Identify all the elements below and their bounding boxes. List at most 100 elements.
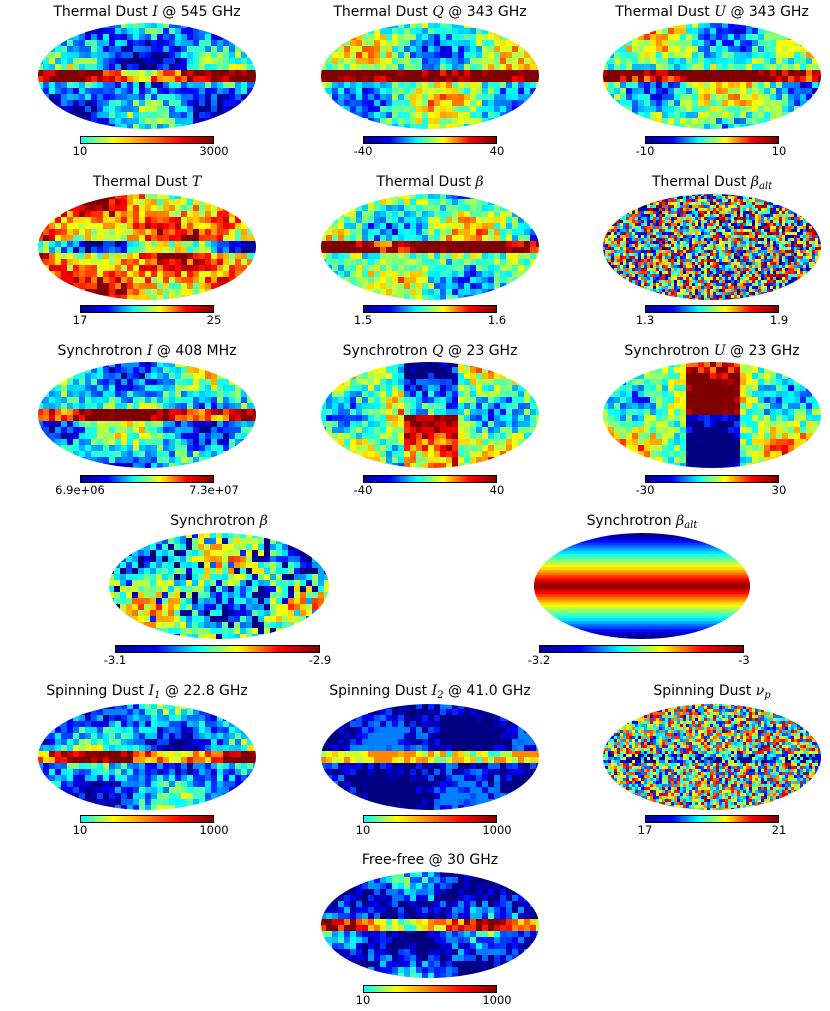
panel-title: Synchrotron U @ 23 GHz [562, 343, 830, 359]
colorbar [363, 985, 497, 993]
colorbar [363, 305, 497, 313]
colorbar-max-label: 30 [771, 483, 787, 497]
colorbar-max-label: 40 [489, 483, 505, 497]
colorbar [539, 645, 744, 653]
title-frequency: @ 23 GHz [443, 343, 518, 359]
title-subscript: alt [684, 520, 698, 531]
colorbar-max-label: 1000 [482, 993, 512, 1007]
colorbar-max-label: 7.3e+07 [189, 483, 239, 497]
colorbar [80, 815, 214, 823]
title-text: Free-free @ 30 GHz [361, 852, 499, 868]
mollweide-sky-map [321, 704, 539, 810]
mollweide-sky-map [603, 194, 821, 300]
colorbar-max-label: -2.9 [308, 653, 332, 667]
title-text: Thermal Dust [376, 174, 476, 190]
title-text: Synchrotron [586, 513, 677, 529]
title-subscript: p [764, 690, 771, 701]
title-symbol: β [750, 174, 759, 190]
title-text: Thermal Dust [651, 174, 751, 190]
mollweide-sky-map [534, 533, 750, 639]
colorbar [80, 475, 214, 483]
title-text: Synchrotron [342, 343, 433, 359]
title-symbol: T [191, 174, 202, 190]
panel-title: Spinning Dust I2 @ 41.0 GHz [280, 683, 580, 701]
colorbar [363, 815, 497, 823]
colorbar-min-label: -40 [353, 144, 373, 158]
title-symbol: β [475, 174, 484, 190]
colorbar-max-label: 3000 [199, 144, 229, 158]
colorbar-max-label: 1000 [199, 823, 229, 837]
colorbar-min-label: 1.5 [353, 313, 373, 327]
panel-title: Free-free @ 30 GHz [280, 852, 580, 868]
colorbar [115, 645, 320, 653]
mollweide-sky-map [321, 23, 539, 129]
colorbar-min-label: 10 [72, 823, 88, 837]
colorbar-min-label: 10 [355, 823, 371, 837]
mollweide-sky-map [109, 533, 329, 639]
title-symbol: β [259, 513, 268, 529]
colorbar-min-label: 1.3 [635, 313, 655, 327]
title-symbol: Q [432, 343, 444, 359]
title-frequency: @ 23 GHz [725, 343, 800, 359]
title-frequency: @ 343 GHz [726, 4, 809, 20]
title-text: Synchrotron [57, 343, 147, 359]
title-symbol: β [676, 513, 685, 529]
colorbar-min-label: -10 [635, 144, 655, 158]
title-frequency: @ 343 GHz [443, 4, 527, 20]
title-text: Thermal Dust [53, 4, 153, 20]
title-symbol: ν [755, 683, 765, 699]
mollweide-sky-map [38, 704, 256, 810]
colorbar-max-label: 1.6 [487, 313, 507, 327]
colorbar [645, 815, 779, 823]
panel-title: Thermal Dust β [280, 174, 580, 190]
title-text: Thermal Dust [615, 4, 715, 20]
colorbar [645, 305, 779, 313]
mollweide-sky-map [603, 704, 821, 810]
title-text: Thermal Dust [92, 174, 192, 190]
title-subscript: 1 [154, 690, 161, 701]
colorbar-min-label: 17 [72, 313, 88, 327]
colorbar-max-label: 1.9 [769, 313, 789, 327]
colorbar-max-label: 21 [771, 823, 787, 837]
title-symbol: I [431, 683, 438, 699]
colorbar-min-label: 17 [637, 823, 653, 837]
title-frequency: @ 545 GHz [157, 4, 241, 20]
colorbar-min-label: 10 [72, 144, 88, 158]
colorbar-min-label: -3.2 [527, 653, 551, 667]
title-subscript: alt [758, 181, 773, 192]
mollweide-sky-map [321, 872, 539, 978]
title-text: Spinning Dust [653, 683, 756, 699]
colorbar [363, 136, 497, 144]
colorbar-min-label: -3.1 [103, 653, 127, 667]
panel-title: Thermal Dust U @ 343 GHz [562, 4, 830, 20]
title-text: Spinning Dust [46, 683, 149, 699]
panel-title: Synchrotron I @ 408 MHz [0, 343, 297, 359]
colorbar-min-label: -40 [353, 483, 373, 497]
panel-title: Spinning Dust νp [562, 683, 830, 701]
colorbar-max-label: 10 [771, 144, 787, 158]
mollweide-sky-map [38, 362, 256, 468]
colorbar [363, 475, 497, 483]
colorbar-max-label: -3 [738, 653, 750, 667]
colorbar [645, 136, 779, 144]
panel-title: Thermal Dust Q @ 343 GHz [280, 4, 580, 20]
panel-title: Synchrotron Q @ 23 GHz [280, 343, 580, 359]
colorbar [80, 305, 214, 313]
mollweide-sky-map [321, 194, 539, 300]
title-symbol: U [713, 343, 726, 359]
colorbar-max-label: 1000 [482, 823, 512, 837]
colorbar [80, 136, 214, 144]
title-symbol: I [148, 683, 155, 699]
mollweide-sky-map [38, 23, 256, 129]
colorbar-max-label: 25 [206, 313, 222, 327]
title-text: Synchrotron [624, 343, 714, 359]
panel-title: Thermal Dust βalt [562, 174, 830, 192]
title-symbol: I [146, 343, 153, 359]
title-text: Thermal Dust [333, 4, 433, 20]
panel-title: Thermal Dust I @ 545 GHz [0, 4, 297, 20]
panel-title: Synchrotron β [69, 513, 369, 529]
mollweide-sky-map [38, 194, 256, 300]
title-symbol: I [152, 4, 158, 20]
title-text: Synchrotron [170, 513, 260, 529]
title-subscript: 2 [437, 690, 444, 701]
